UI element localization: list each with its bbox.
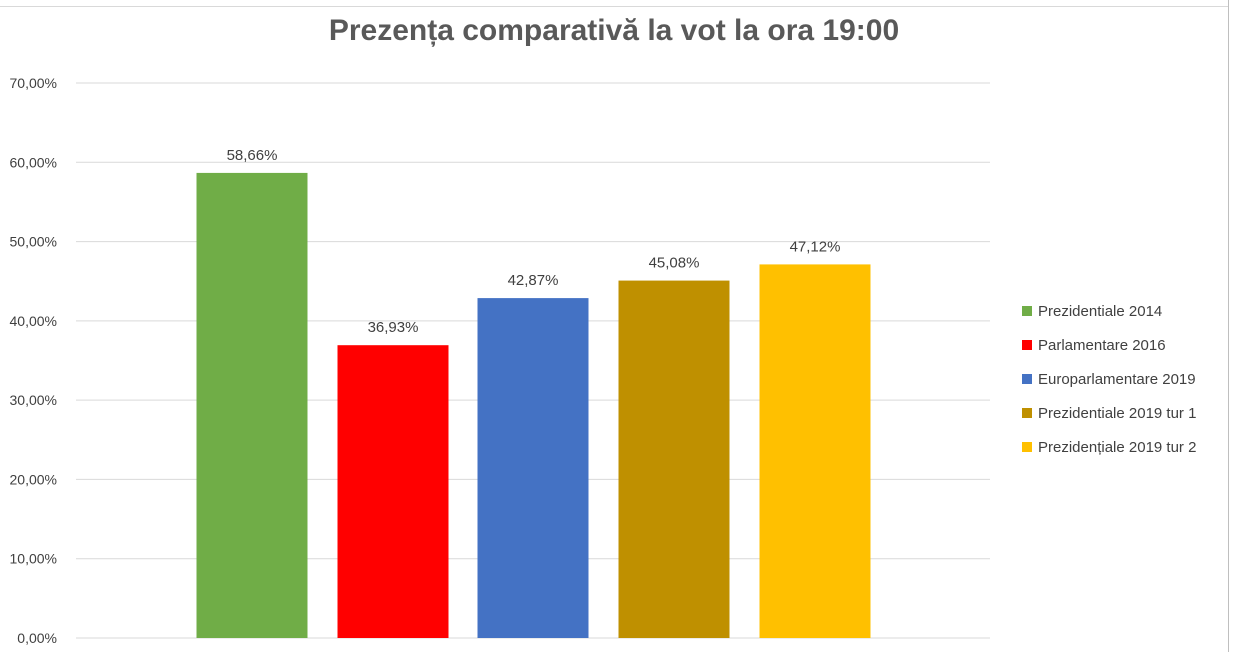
chart-legend: Prezidentiale 2014 Parlamentare 2016 Europ… bbox=[1022, 294, 1196, 464]
y-tick-label: 60,00% bbox=[10, 154, 57, 170]
bar bbox=[618, 280, 730, 638]
chart-right-border bbox=[1228, 0, 1229, 652]
bar bbox=[196, 172, 308, 638]
legend-item: Parlamentare 2016 bbox=[1022, 328, 1196, 362]
chart-title: Prezența comparativă la vot la ora 19:00 bbox=[328, 14, 900, 47]
legend-item: Prezidențiale 2019 tur 2 bbox=[1022, 430, 1196, 464]
y-tick-label: 50,00% bbox=[10, 234, 57, 250]
y-tick-label: 70,00% bbox=[10, 75, 57, 91]
legend-swatch bbox=[1022, 374, 1032, 384]
data-label: 36,93% bbox=[368, 319, 419, 336]
legend-swatch bbox=[1022, 340, 1032, 350]
y-tick-label: 0,00% bbox=[17, 630, 57, 646]
legend-item: Prezidentiale 2014 bbox=[1022, 294, 1196, 328]
y-tick-label: 20,00% bbox=[10, 471, 57, 487]
bar bbox=[759, 264, 871, 638]
legend-swatch bbox=[1022, 408, 1032, 418]
legend-label: Parlamentare 2016 bbox=[1038, 336, 1166, 354]
legend-label: Europarlamentare 2019 bbox=[1038, 370, 1196, 388]
legend-label: Prezidentiale 2014 bbox=[1038, 302, 1163, 320]
legend-swatch bbox=[1022, 306, 1032, 316]
legend-item: Prezidentiale 2019 tur 1 bbox=[1022, 396, 1196, 430]
y-tick-label: 40,00% bbox=[10, 313, 57, 329]
chart-top-border bbox=[0, 6, 1228, 7]
data-label: 42,87% bbox=[508, 272, 559, 289]
data-label: 45,08% bbox=[649, 255, 700, 272]
bar bbox=[477, 298, 589, 638]
bar bbox=[337, 345, 449, 638]
data-label: 47,12% bbox=[790, 238, 841, 255]
legend-swatch bbox=[1022, 442, 1032, 452]
y-tick-label: 30,00% bbox=[10, 392, 57, 408]
legend-label: Prezidentiale 2019 tur 1 bbox=[1038, 404, 1197, 422]
legend-item: Europarlamentare 2019 bbox=[1022, 362, 1196, 396]
y-tick-label: 10,00% bbox=[10, 551, 57, 567]
data-label: 58,66% bbox=[227, 147, 278, 164]
legend-label: Prezidențiale 2019 tur 2 bbox=[1038, 438, 1197, 456]
